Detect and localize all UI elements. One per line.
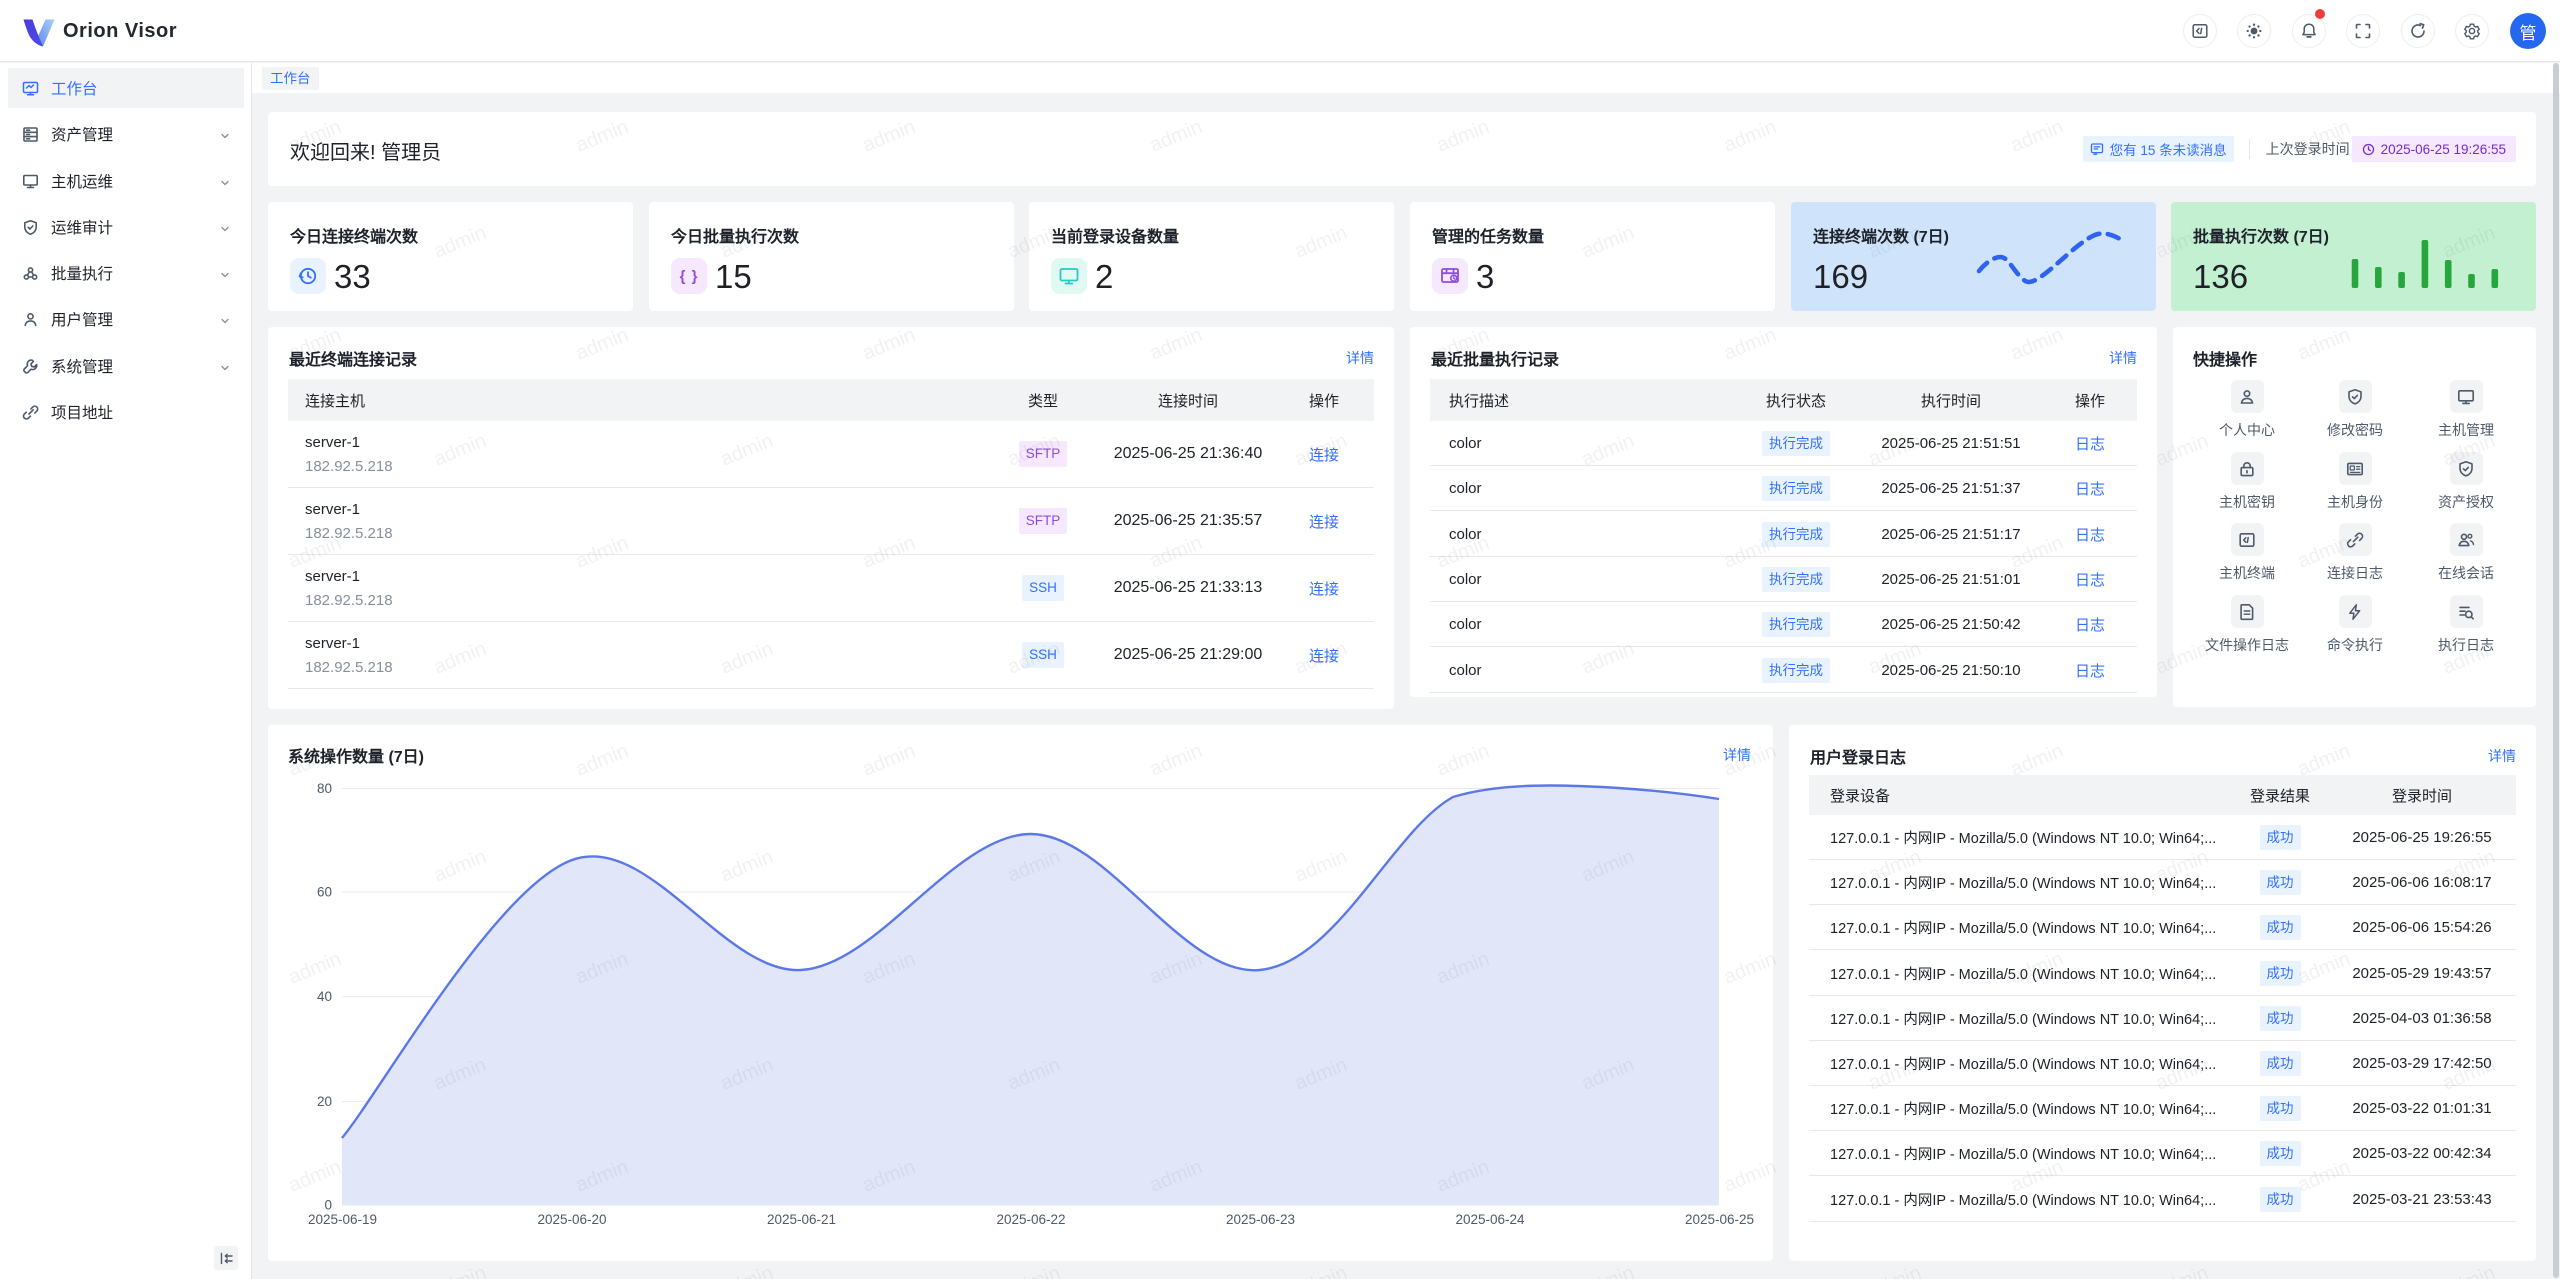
svg-text:2025-06-20: 2025-06-20 xyxy=(537,1212,606,1227)
svg-text:2025-06-22: 2025-06-22 xyxy=(996,1212,1065,1227)
svg-text:40: 40 xyxy=(317,989,332,1004)
svg-text:80: 80 xyxy=(317,781,332,796)
svg-text:0: 0 xyxy=(324,1198,332,1213)
svg-text:2025-06-23: 2025-06-23 xyxy=(1226,1212,1295,1227)
svg-text:60: 60 xyxy=(317,885,332,900)
svg-text:2025-06-24: 2025-06-24 xyxy=(1455,1212,1525,1227)
svg-text:20: 20 xyxy=(317,1094,332,1109)
svg-text:2025-06-19: 2025-06-19 xyxy=(308,1212,377,1227)
svg-text:2025-06-21: 2025-06-21 xyxy=(767,1212,836,1227)
svg-text:2025-06-25: 2025-06-25 xyxy=(1685,1212,1754,1227)
